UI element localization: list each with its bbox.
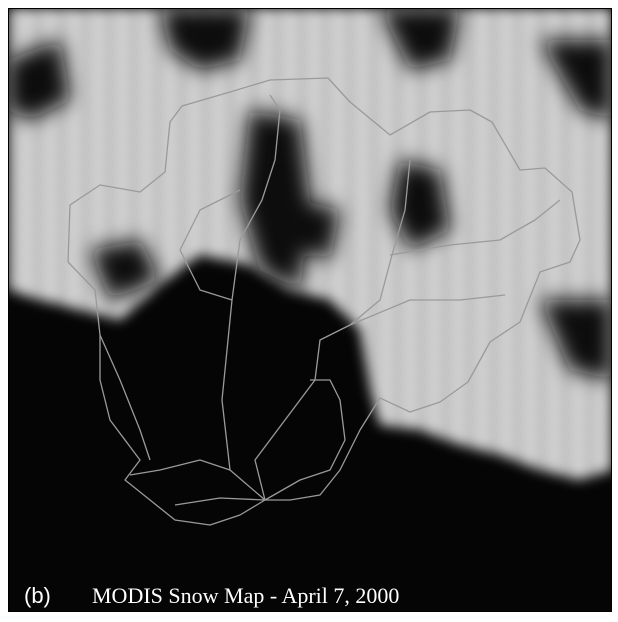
panel-label: (b): [24, 583, 51, 608]
satellite-image: [8, 8, 612, 612]
caption: MODIS Snow Map - April 7, 2000: [92, 583, 399, 608]
snow-map-figure: (b) MODIS Snow Map - April 7, 2000: [0, 0, 618, 622]
